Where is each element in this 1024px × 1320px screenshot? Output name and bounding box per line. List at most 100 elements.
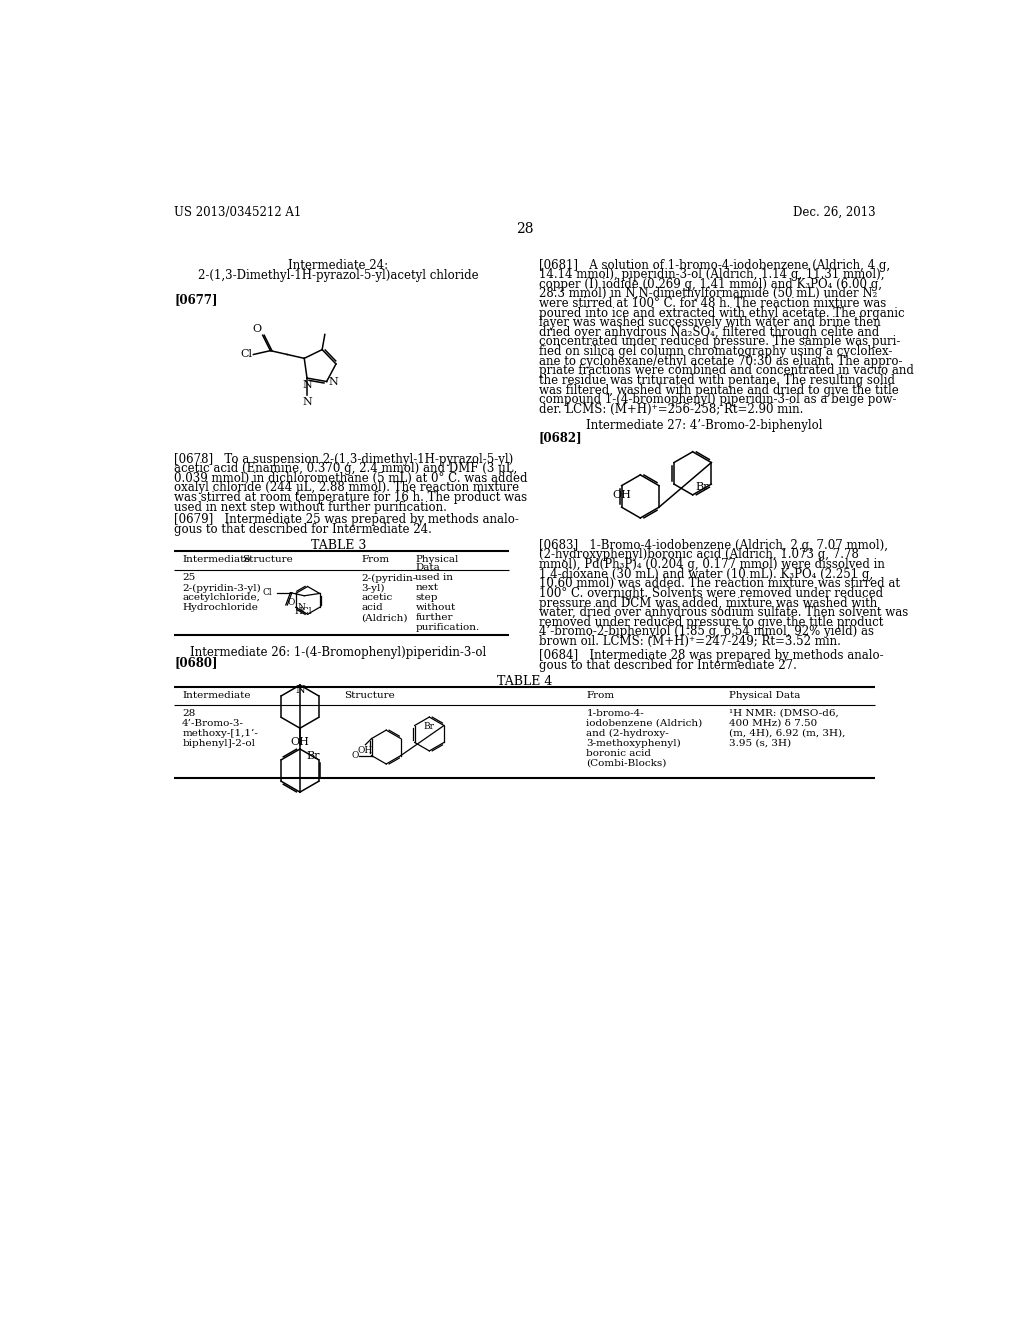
Text: 3-yl): 3-yl) — [361, 583, 385, 593]
Text: Intermediate 26: 1-(4-Bromophenyl)piperidin-3-ol: Intermediate 26: 1-(4-Bromophenyl)piperi… — [190, 645, 486, 659]
Text: next: next — [416, 583, 438, 593]
Text: 400 MHz) δ 7.50: 400 MHz) δ 7.50 — [729, 718, 817, 727]
Text: 100° C. overnight. Solvents were removed under reduced: 100° C. overnight. Solvents were removed… — [539, 587, 883, 599]
Text: N: N — [302, 380, 312, 389]
Text: TABLE 4: TABLE 4 — [497, 675, 553, 688]
Text: 14.14 mmol), piperidin-3-ol (Aldrich, 1.14 g, 11.31 mmol),: 14.14 mmol), piperidin-3-ol (Aldrich, 1.… — [539, 268, 884, 281]
Text: compound 1-(4-bromophenyl) piperidin-3-ol as a beige pow-: compound 1-(4-bromophenyl) piperidin-3-o… — [539, 393, 896, 407]
Text: used in: used in — [416, 573, 454, 582]
Text: Br: Br — [306, 751, 319, 760]
Text: O: O — [252, 325, 261, 334]
Text: 28: 28 — [182, 709, 196, 718]
Text: 25: 25 — [182, 573, 196, 582]
Text: O: O — [351, 751, 358, 760]
Text: Intermediate 27: 4’-Bromo-2-biphenylol: Intermediate 27: 4’-Bromo-2-biphenylol — [586, 418, 822, 432]
Text: 3-methoxyphenyl): 3-methoxyphenyl) — [587, 739, 681, 747]
Text: 2-(pyridin-3-yl): 2-(pyridin-3-yl) — [182, 583, 261, 593]
Text: ¹H NMR: (DMSO-d6,: ¹H NMR: (DMSO-d6, — [729, 709, 839, 718]
Text: N: N — [297, 603, 305, 611]
Text: gous to that described for Intermediate 27.: gous to that described for Intermediate … — [539, 659, 797, 672]
Text: used in next step without further purification.: used in next step without further purifi… — [174, 500, 447, 513]
Text: O: O — [288, 598, 295, 607]
Text: the residue was triturated with pentane. The resulting solid: the residue was triturated with pentane.… — [539, 374, 895, 387]
Text: Physical: Physical — [416, 554, 459, 564]
Text: TABLE 3: TABLE 3 — [310, 539, 367, 552]
Text: 10.60 mmol) was added. The reaction mixture was stirred at: 10.60 mmol) was added. The reaction mixt… — [539, 577, 900, 590]
Text: acetylchloride,: acetylchloride, — [182, 594, 260, 602]
Text: [0677]: [0677] — [174, 293, 218, 306]
Text: OH: OH — [357, 746, 373, 755]
Text: water, dried over anhydrous sodium sulfate. Then solvent was: water, dried over anhydrous sodium sulfa… — [539, 606, 908, 619]
Text: 3.95 (s, 3H): 3.95 (s, 3H) — [729, 739, 791, 747]
Text: Structure: Structure — [243, 554, 293, 564]
Text: removed under reduced pressure to give the title product: removed under reduced pressure to give t… — [539, 615, 883, 628]
Text: Structure: Structure — [344, 690, 394, 700]
Text: step: step — [416, 594, 438, 602]
Text: N: N — [329, 376, 339, 387]
Text: was filtered, washed with pentane and dried to give the title: was filtered, washed with pentane and dr… — [539, 384, 898, 396]
Text: Intermediate: Intermediate — [182, 554, 251, 564]
Text: (Combi-Blocks): (Combi-Blocks) — [587, 759, 667, 768]
Text: 4’-Bromo-3-: 4’-Bromo-3- — [182, 718, 244, 727]
Text: [0679]   Intermediate 25 was prepared by methods analo-: [0679] Intermediate 25 was prepared by m… — [174, 513, 519, 527]
Text: mmol), Pd(Ph₃P)₄ (0.204 g, 0.177 mmol) were dissolved in: mmol), Pd(Ph₃P)₄ (0.204 g, 0.177 mmol) w… — [539, 558, 885, 572]
Text: der. LCMS: (M+H)⁺=256-258; Rt=2.90 min.: der. LCMS: (M+H)⁺=256-258; Rt=2.90 min. — [539, 403, 803, 416]
Text: methoxy-[1,1’-: methoxy-[1,1’- — [182, 729, 258, 738]
Text: From: From — [587, 690, 614, 700]
Text: [0681]   A solution of 1-bromo-4-iodobenzene (Aldrich, 4 g,: [0681] A solution of 1-bromo-4-iodobenze… — [539, 259, 890, 272]
Text: Intermediate 24:: Intermediate 24: — [289, 259, 388, 272]
Text: acetic: acetic — [361, 594, 393, 602]
Text: poured into ice and extracted with ethyl acetate. The organic: poured into ice and extracted with ethyl… — [539, 306, 904, 319]
Text: boronic acid: boronic acid — [587, 748, 651, 758]
Text: 28: 28 — [516, 222, 534, 235]
Text: 0.039 mmol) in dichloromethane (5 mL) at 0° C. was added: 0.039 mmol) in dichloromethane (5 mL) at… — [174, 471, 528, 484]
Text: acetic acid (Enamine, 0.370 g, 2.4 mmol) and DMF (3 μL,: acetic acid (Enamine, 0.370 g, 2.4 mmol)… — [174, 462, 518, 475]
Text: Physical Data: Physical Data — [729, 690, 800, 700]
Text: US 2013/0345212 A1: US 2013/0345212 A1 — [174, 206, 302, 219]
Text: iodobenzene (Aldrich): iodobenzene (Aldrich) — [587, 718, 702, 727]
Text: [0678]   To a suspension 2-(1,3-dimethyl-1H-pyrazol-5-yl): [0678] To a suspension 2-(1,3-dimethyl-1… — [174, 453, 514, 466]
Text: From: From — [361, 554, 390, 564]
Text: and (2-hydroxy-: and (2-hydroxy- — [587, 729, 669, 738]
Text: further: further — [416, 614, 453, 623]
Text: concentrated under reduced pressure. The sample was puri-: concentrated under reduced pressure. The… — [539, 335, 900, 348]
Text: [0684]   Intermediate 28 was prepared by methods analo-: [0684] Intermediate 28 was prepared by m… — [539, 649, 884, 663]
Text: copper (I) iodide (0.269 g, 1.41 mmol) and K₃PO₄ (6.00 g,: copper (I) iodide (0.269 g, 1.41 mmol) a… — [539, 277, 882, 290]
Text: acid: acid — [361, 603, 383, 612]
Text: Hydrochloride: Hydrochloride — [182, 603, 258, 612]
Text: 2-(1,3-Dimethyl-1H-pyrazol-5-yl)acetyl chloride: 2-(1,3-Dimethyl-1H-pyrazol-5-yl)acetyl c… — [199, 269, 479, 282]
Text: Cl: Cl — [240, 350, 252, 359]
Text: (Aldrich): (Aldrich) — [361, 614, 408, 623]
Text: [0680]: [0680] — [174, 656, 218, 669]
Text: without: without — [416, 603, 456, 612]
Text: 1-bromo-4-: 1-bromo-4- — [587, 709, 644, 718]
Text: purification.: purification. — [416, 623, 479, 632]
Text: ane to cyclohexane/ethyl acetate 70:30 as eluant. The appro-: ane to cyclohexane/ethyl acetate 70:30 a… — [539, 355, 902, 368]
Text: was stirred at room temperature for 16 h. The product was: was stirred at room temperature for 16 h… — [174, 491, 527, 504]
Text: Dec. 26, 2013: Dec. 26, 2013 — [793, 206, 876, 219]
Text: dried over anhydrous Na₂SO₄, filtered through celite and: dried over anhydrous Na₂SO₄, filtered th… — [539, 326, 879, 339]
Text: OH: OH — [612, 490, 631, 500]
Text: Intermediate: Intermediate — [182, 690, 251, 700]
Text: fied on silica gel column chromatography using a cyclohex-: fied on silica gel column chromatography… — [539, 345, 892, 358]
Text: N: N — [302, 396, 312, 407]
Text: [0683]   1-Bromo-4-iodobenzene (Aldrich, 2 g, 7.07 mmol),: [0683] 1-Bromo-4-iodobenzene (Aldrich, 2… — [539, 539, 888, 552]
Text: HCl: HCl — [294, 607, 311, 615]
Text: [0682]: [0682] — [539, 430, 583, 444]
Text: Br: Br — [695, 482, 709, 492]
Text: layer was washed successively with water and brine then: layer was washed successively with water… — [539, 317, 881, 329]
Text: Cl: Cl — [262, 589, 272, 597]
Text: 1,4-dioxane (30 mL) and water (10 mL). K₃PO₄ (2.251 g,: 1,4-dioxane (30 mL) and water (10 mL). K… — [539, 568, 872, 581]
Text: brown oil. LCMS: (M+H)⁺=247-249; Rt=3.52 min.: brown oil. LCMS: (M+H)⁺=247-249; Rt=3.52… — [539, 635, 841, 648]
Text: Data: Data — [416, 564, 440, 573]
Text: N: N — [295, 685, 305, 696]
Text: oxalyl chloride (244 μL, 2.88 mmol). The reaction mixture: oxalyl chloride (244 μL, 2.88 mmol). The… — [174, 482, 519, 495]
Text: were stirred at 100° C. for 48 h. The reaction mixture was: were stirred at 100° C. for 48 h. The re… — [539, 297, 886, 310]
Text: biphenyl]-2-ol: biphenyl]-2-ol — [182, 739, 255, 747]
Text: 4’-bromo-2-biphenylol (1.85 g, 6.54 mmol, 92% yield) as: 4’-bromo-2-biphenylol (1.85 g, 6.54 mmol… — [539, 626, 873, 639]
Text: pressure and DCM was added, mixture was washed with: pressure and DCM was added, mixture was … — [539, 597, 877, 610]
Text: gous to that described for Intermediate 24.: gous to that described for Intermediate … — [174, 523, 432, 536]
Text: 28.3 mmol) in N,N-dimethylformamide (50 mL) under N₂: 28.3 mmol) in N,N-dimethylformamide (50 … — [539, 288, 877, 301]
Text: (m, 4H), 6.92 (m, 3H),: (m, 4H), 6.92 (m, 3H), — [729, 729, 845, 738]
Text: Br: Br — [424, 722, 435, 731]
